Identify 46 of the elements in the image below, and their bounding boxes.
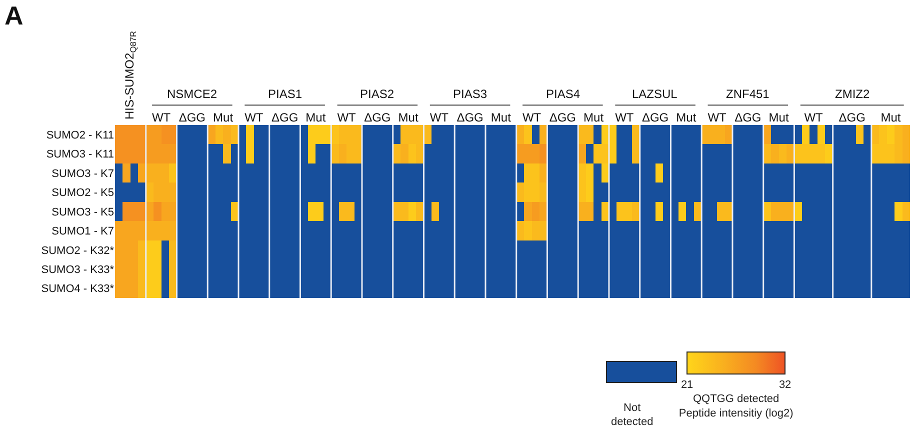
x-tick-label: ΔGG <box>734 110 762 125</box>
y-tick-label: SUMO2 - K11 <box>46 129 114 142</box>
y-tick-label: SUMO1 - K7 <box>52 226 114 238</box>
x-tick-label: ΔGG <box>549 110 576 125</box>
y-tick-label: SUMO3 - K5 <box>52 206 114 218</box>
y-tick-label: SUMO4 - K33* <box>41 283 115 296</box>
x-tick-label: WT <box>708 110 728 125</box>
x-tick-label: Mut <box>584 110 604 125</box>
text: PIAS1 <box>268 87 302 101</box>
x-tick-label: Mut <box>306 110 326 125</box>
y-tick-label: SUMO3 - K33* <box>41 264 115 276</box>
x-tick-label: ΔGG <box>271 110 298 125</box>
x-tick-label: WT <box>615 110 634 125</box>
x-tick-label: WT <box>522 110 542 125</box>
x-tick-label: Mut <box>768 110 790 125</box>
x-tick-label: Mut <box>676 110 697 125</box>
x-tick-label: ΔGG <box>178 110 206 125</box>
x-tick-label: ΔGG <box>838 110 866 125</box>
text: PIAS4 <box>546 87 580 101</box>
color-bar-title: QQTGG detected Peptide intensitiy (log2) <box>678 393 794 420</box>
chart-title: A <box>4 0 24 31</box>
x-tick-label: ΔGG <box>456 110 484 125</box>
x-tick-label: WT <box>804 110 824 125</box>
x-tick-label: Mut <box>490 110 512 125</box>
y-tick-label: SUMO2 - K32* <box>41 244 115 257</box>
x-tick-label: Mut <box>213 110 234 125</box>
text: LAZSUL <box>632 87 678 101</box>
x-tick-label: WT <box>152 110 172 125</box>
x-tick-label: ΔGG <box>642 110 669 125</box>
x-tick-label: Mut <box>880 110 902 125</box>
x-tick-label: WT <box>244 110 264 125</box>
y-tick-label: SUMO3 - K7 <box>52 168 114 180</box>
text: ZMIZ2 <box>835 87 870 101</box>
y-tick-label: SUMO3 - K11 <box>46 148 114 161</box>
color-bar-label: 21 <box>680 379 694 392</box>
x-tick-label: WT <box>337 110 357 125</box>
color-bar-label: 32 <box>778 379 792 392</box>
x-tick-label: WT <box>430 110 450 125</box>
text: PIAS2 <box>360 87 394 101</box>
text: Not detected <box>611 401 654 429</box>
x-tick-label: ΔGG <box>364 110 391 125</box>
y-tick-label: SUMO2 - K5 <box>52 187 114 200</box>
text: ZNF451 <box>726 87 770 101</box>
text: NSMCE2 <box>167 87 218 101</box>
x-tick-label: Mut <box>398 110 419 125</box>
text: PIAS3 <box>453 87 488 101</box>
